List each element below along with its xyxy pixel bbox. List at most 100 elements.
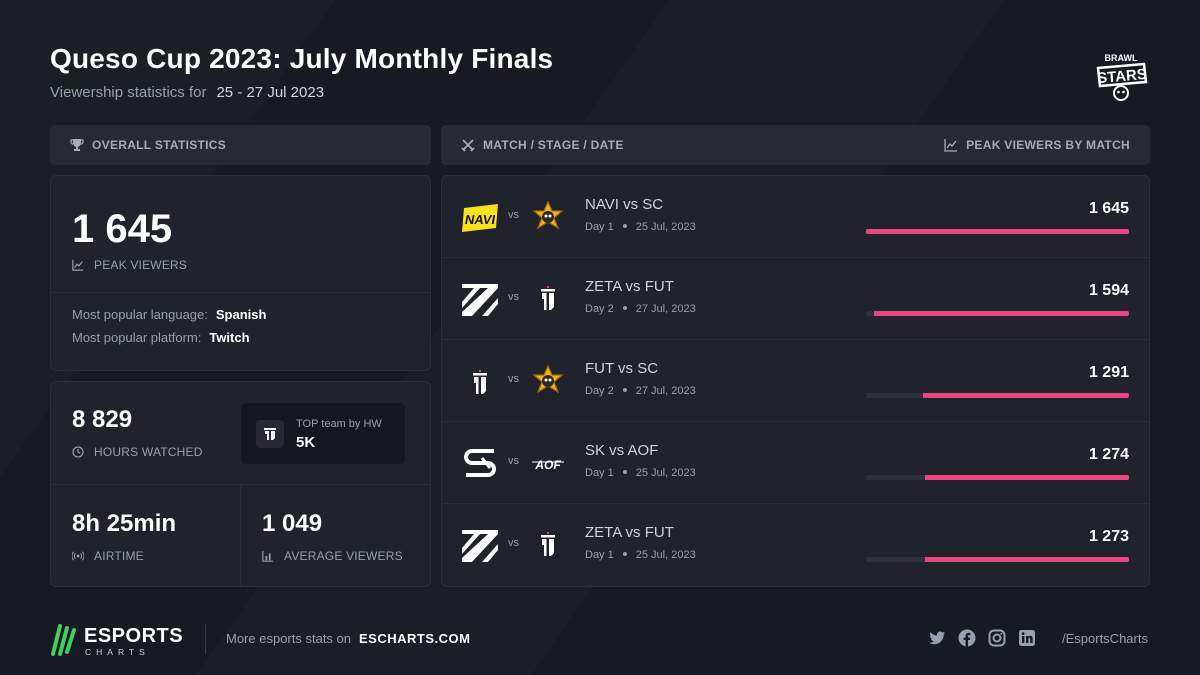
peak-viewers-value: 1 645 — [72, 207, 173, 251]
trophy-icon — [70, 139, 84, 151]
subtitle-label: Viewership statistics for — [50, 84, 207, 101]
vs-label: vs — [508, 537, 519, 549]
matches-header: MATCH / STAGE / DATE PEAK VIEWERS BY MAT… — [441, 125, 1150, 165]
divider — [51, 484, 430, 485]
platform-row: Most popular platform: Twitch — [72, 330, 250, 345]
match-stage: Day 2 — [585, 385, 614, 397]
top-team-label: TOP team by HW — [296, 418, 382, 430]
chart-line-icon — [72, 259, 84, 271]
bar-track — [866, 557, 1129, 562]
sc-logo — [532, 200, 564, 230]
airtime-label-row: AIRTIME — [72, 549, 144, 563]
sk-logo — [464, 449, 496, 477]
esports-charts-mark-icon — [51, 624, 76, 656]
language-value: Spanish — [215, 307, 267, 322]
social-handle[interactable]: /EsportsCharts — [1062, 631, 1148, 646]
match-date: 27 Jul, 2023 — [635, 385, 696, 397]
match-meta: Day 2 27 Jul, 2023 — [585, 303, 696, 315]
navi-logo: NAVI — [462, 204, 498, 232]
top-team-value: 5K — [296, 434, 316, 451]
match-name: FUT vs SC — [585, 360, 659, 377]
brand-bottom: CHARTS — [85, 647, 150, 657]
bar-track — [866, 311, 1129, 316]
overall-statistics-header: OVERALL STATISTICS — [50, 125, 431, 165]
peak-viewers-label: PEAK VIEWERS — [94, 258, 188, 272]
match-meta: Day 1 25 Jul, 2023 — [585, 467, 696, 479]
svg-text:NAVI: NAVI — [464, 212, 497, 227]
facebook-icon[interactable] — [958, 629, 976, 647]
language-label: Most popular language: — [72, 307, 208, 322]
bar-fill — [925, 557, 1129, 562]
more-stats-label: More esports stats on — [226, 631, 351, 646]
match-name: ZETA vs FUT — [585, 278, 674, 295]
airtime-value: 8h 25min — [72, 510, 177, 537]
esports-charts-logo[interactable]: ESPORTS CHARTS — [50, 620, 185, 658]
hours-watched-label: HOURS WATCHED — [94, 445, 203, 459]
crossed-swords-icon — [461, 139, 475, 152]
game-logo-text-main: STARS — [1097, 66, 1148, 87]
match-stage: Day 1 — [585, 221, 614, 233]
match-stage: Day 1 — [585, 549, 614, 561]
match-meta: Day 1 25 Jul, 2023 — [585, 549, 696, 561]
matches-chart-panel — [441, 175, 1150, 587]
page-title: Queso Cup 2023: July Monthly Finals — [50, 43, 554, 74]
separator-dot — [622, 388, 627, 393]
hours-watched-label-row: HOURS WATCHED — [72, 445, 203, 459]
site-link[interactable]: ESCHARTS.COM — [359, 631, 471, 646]
twitter-icon[interactable] — [928, 629, 946, 647]
match-name: NAVI vs SC — [585, 196, 664, 213]
overall-statistics-label: OVERALL STATISTICS — [92, 138, 227, 152]
match-meta: Day 1 25 Jul, 2023 — [585, 221, 696, 233]
match-peak-value: 1 594 — [1088, 282, 1129, 299]
more-stats-text: More esports stats on ESCHARTS.COM — [226, 631, 470, 646]
match-row: vs ZETA vs FUT Day 1 25 Jul, 2023 1 273 — [442, 504, 1149, 586]
match-peak-value: 1 273 — [1088, 528, 1129, 545]
vs-label: vs — [508, 373, 519, 385]
bar-fill — [925, 475, 1129, 480]
vs-label: vs — [508, 209, 519, 221]
hours-watched-value: 8 829 — [72, 406, 133, 433]
instagram-icon[interactable] — [988, 629, 1006, 647]
fut-logo-tile — [256, 420, 284, 448]
separator-dot — [622, 470, 627, 475]
bar-chart-icon — [262, 550, 274, 562]
footer-divider — [205, 624, 206, 654]
chart-line-icon — [944, 139, 958, 152]
match-date: 27 Jul, 2023 — [635, 303, 696, 315]
brawl-stars-logo: BRAWL STARS — [1097, 53, 1148, 101]
brand-top: ESPORTS — [84, 625, 184, 647]
match-stage: Day 2 — [585, 303, 614, 315]
linkedin-icon[interactable] — [1018, 629, 1036, 647]
bar-track — [866, 229, 1129, 234]
zeta-logo — [462, 284, 498, 316]
bar-fill — [866, 229, 1129, 234]
match-meta: Day 2 27 Jul, 2023 — [585, 385, 696, 397]
average-viewers-label: AVERAGE VIEWERS — [284, 549, 403, 563]
separator-dot — [622, 306, 627, 311]
zeta-logo — [462, 530, 498, 562]
peak-viewers-card: 1 645 PEAK VIEWERS Most popular language… — [50, 175, 431, 371]
platform-label: Most popular platform: — [72, 330, 202, 345]
divider — [240, 485, 241, 586]
vs-label: vs — [508, 455, 519, 467]
aof-logo: AOF — [532, 458, 564, 472]
separator-dot — [622, 552, 627, 557]
match-name: ZETA vs FUT — [585, 524, 674, 541]
match-row: NAVI vs NAVI vs SC Day 1 25 Jul, 2023 1 6… — [442, 176, 1149, 258]
top-team-box: TOP team by HW 5K — [241, 403, 405, 464]
platform-value: Twitch — [209, 330, 250, 345]
match-date: 25 Jul, 2023 — [635, 467, 696, 479]
bar-track — [866, 475, 1129, 480]
language-row: Most popular language: Spanish — [72, 307, 266, 322]
game-logo-text-top: BRAWL — [1105, 53, 1138, 63]
date-range: 25 - 27 Jul 2023 — [216, 84, 325, 101]
bar-track — [866, 393, 1129, 398]
match-date: 25 Jul, 2023 — [635, 221, 696, 233]
broadcast-icon — [72, 551, 84, 561]
bar-fill — [922, 393, 1129, 398]
fut-logo — [541, 532, 555, 556]
fut-logo — [473, 370, 487, 394]
fut-logo — [264, 428, 276, 440]
clock-icon — [72, 446, 84, 458]
page-subtitle: Viewership statistics for 25 - 27 Jul 202… — [50, 84, 324, 101]
